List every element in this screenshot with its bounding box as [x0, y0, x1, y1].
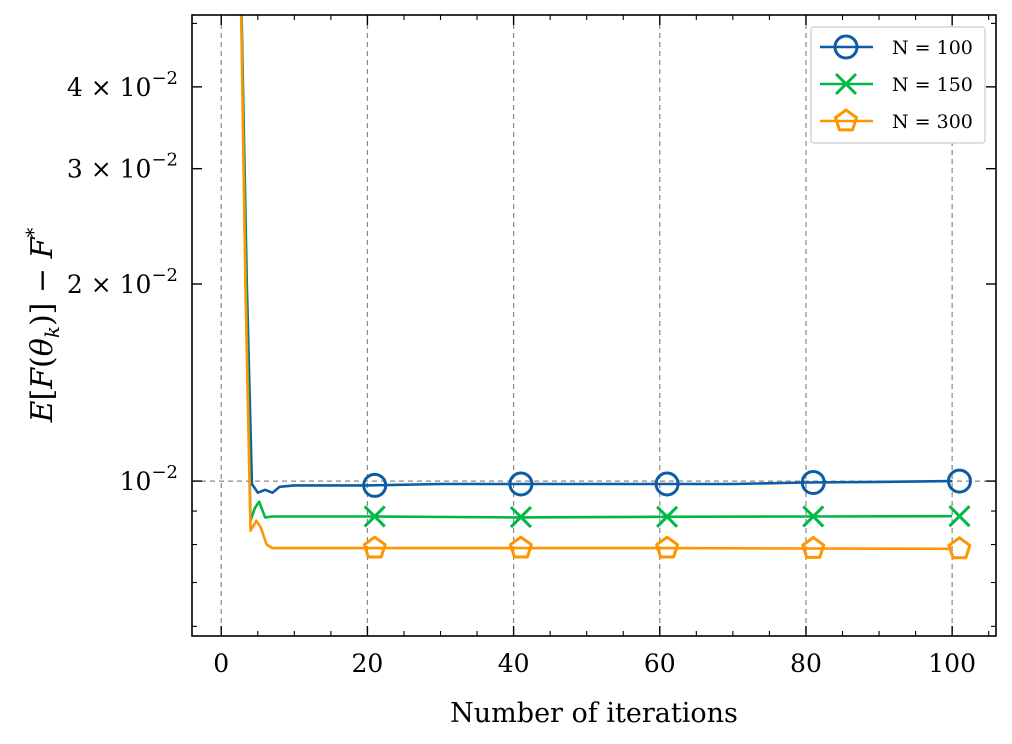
series-3-marker — [801, 536, 826, 559]
legend-marker — [833, 34, 859, 60]
series-3-marker — [362, 535, 387, 559]
series-layer — [239, 15, 953, 551]
series-2-marker — [948, 505, 971, 528]
series-3-marker — [655, 535, 680, 559]
legend-label: N = 300 — [892, 111, 973, 133]
y-tick-label: 10−2 — [120, 462, 178, 496]
legend-marker — [834, 108, 858, 132]
legend-item: N = 300 — [820, 108, 973, 133]
ticks — [192, 15, 996, 636]
legend-marker — [834, 72, 858, 96]
legend-label: N = 150 — [892, 74, 973, 96]
x-tick-label: 80 — [790, 649, 822, 678]
y-tick-label: 2 × 10−2 — [67, 265, 178, 299]
y-tick-label: 4 × 10−2 — [67, 68, 178, 102]
series-2-marker — [363, 505, 386, 528]
marker-stroke — [802, 505, 825, 528]
tick-labels: 0 20 40 60 80 100 10−2 2 × 10−2 3 × 10−2 4 × 10−2 — [67, 68, 976, 678]
x-tick-label: 20 — [352, 649, 384, 678]
marker-stroke — [948, 505, 971, 528]
marker-stroke — [363, 505, 386, 528]
x-tick-label: 100 — [928, 649, 976, 678]
x-axis-title: Number of iterations — [450, 698, 738, 729]
y-tick-label: 3 × 10−2 — [67, 150, 178, 184]
series-3-marker — [947, 536, 972, 560]
series-line-3 — [239, 15, 953, 551]
series-2-marker — [802, 505, 825, 528]
marker-stroke — [656, 505, 679, 528]
series-1-marker — [508, 471, 534, 497]
series-1-marker — [800, 470, 826, 496]
legend: N = 100 N = 150 N = 300 — [810, 26, 986, 144]
x-tick-label: 0 — [213, 649, 229, 678]
series-2-marker — [509, 506, 532, 529]
x-tick-label: 40 — [498, 649, 530, 678]
series-3-marker — [508, 535, 533, 559]
y-axis-title: E[F(θk)] − F* — [21, 228, 64, 424]
series-line-1 — [240, 15, 953, 494]
marker-stroke — [834, 72, 858, 96]
legend-item: N = 100 — [820, 34, 973, 60]
series-1-marker — [946, 468, 972, 494]
plot-frame — [191, 14, 997, 637]
series-2-marker — [656, 505, 679, 528]
series-1-marker — [362, 472, 388, 498]
legend-label: N = 100 — [892, 37, 973, 59]
x-tick-label: 60 — [644, 649, 676, 678]
legend-item: N = 150 — [820, 72, 973, 96]
series-1-marker — [654, 471, 680, 497]
marker-stroke — [509, 506, 532, 529]
markers-layer — [362, 468, 972, 560]
svg-text:E[F(θk)] − F*: E[F(θk)] − F* — [21, 228, 64, 424]
